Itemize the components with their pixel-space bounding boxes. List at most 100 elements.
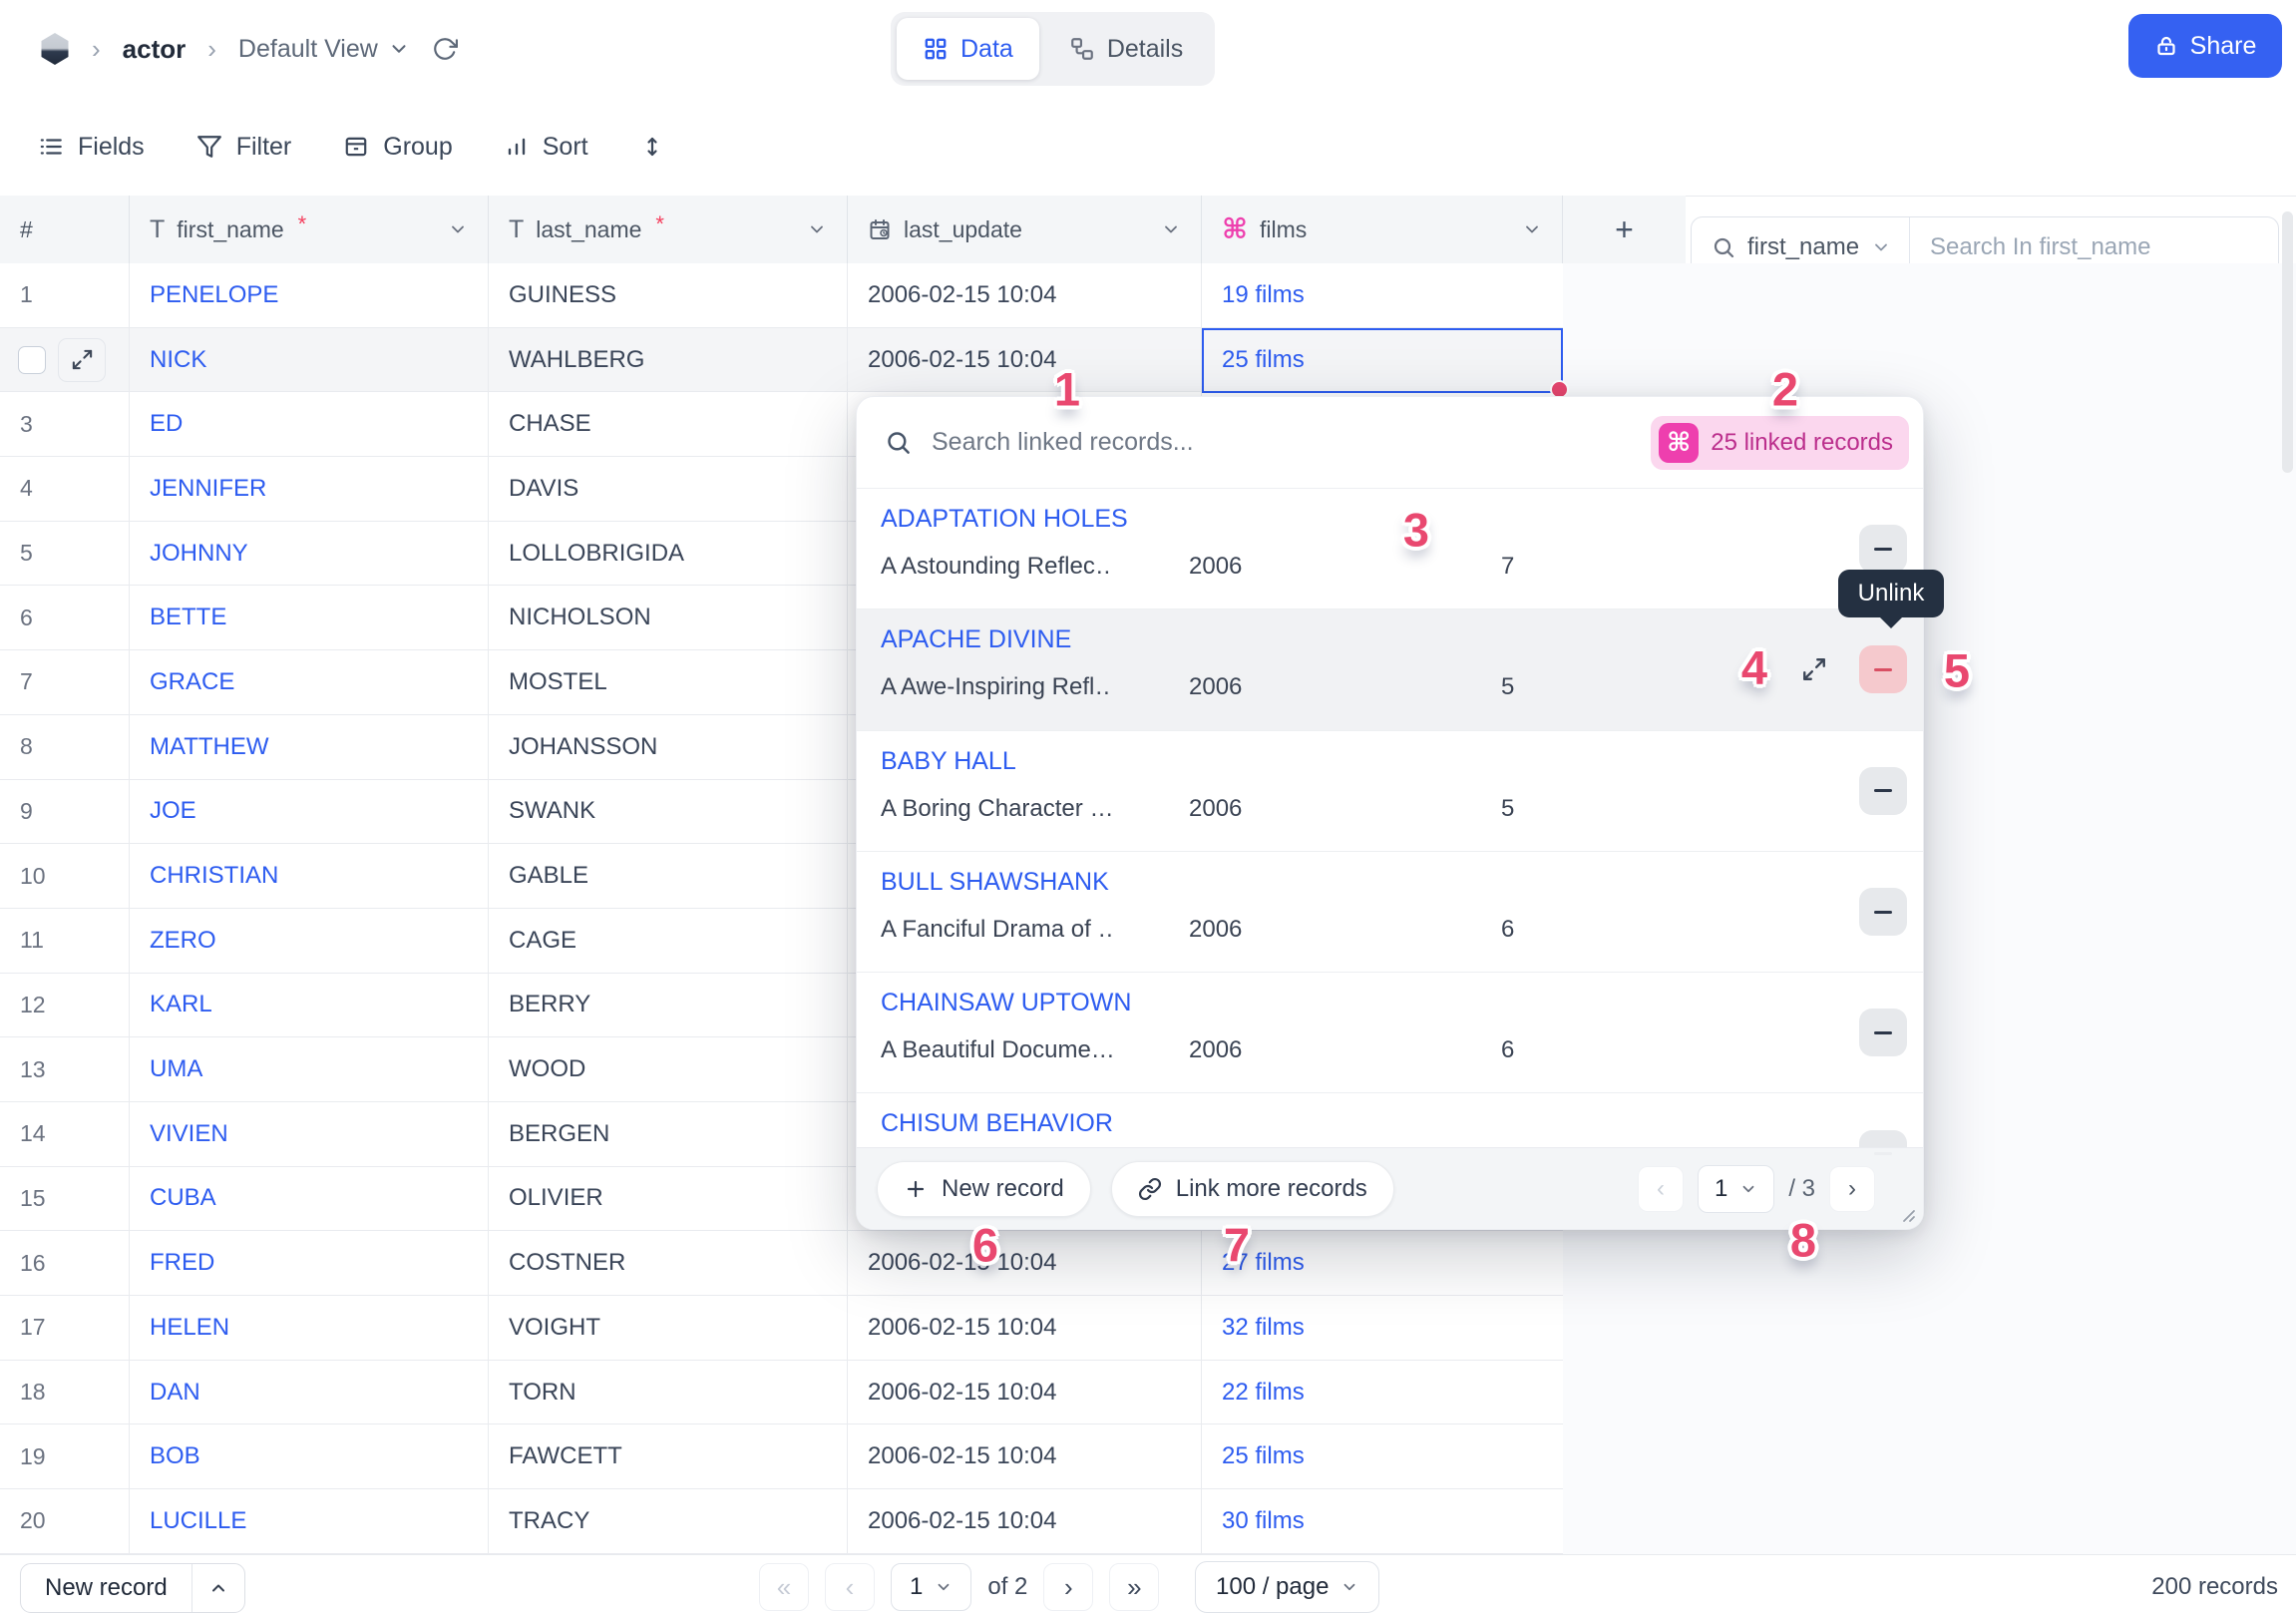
first-page-button[interactable]: « [759,1563,809,1611]
row-number-cell[interactable]: 7 [0,650,130,714]
first-name-cell[interactable]: BETTE [130,586,489,650]
record-link[interactable]: VIVIEN [150,1119,228,1147]
row-checkbox[interactable] [18,345,46,374]
last-name-cell[interactable]: LOLLOBRIGIDA [489,521,848,586]
record-link[interactable]: PENELOPE [150,280,279,308]
record-link[interactable]: GRACE [150,667,235,695]
last-name-cell[interactable]: MOSTEL [489,650,848,714]
next-page-button[interactable]: › [1043,1563,1094,1611]
films-cell[interactable]: 25 films [1202,1424,1563,1488]
last-update-cell[interactable]: 2006-02-15 10:04 [848,327,1202,392]
page-size-select[interactable]: 100 / page [1195,1561,1380,1613]
first-name-cell[interactable]: LUCILLE [130,1489,489,1553]
unlink-record-button[interactable] [1859,888,1907,937]
first-name-cell[interactable]: DAN [130,1360,489,1424]
link-more-records-button[interactable]: Link more records [1110,1160,1394,1217]
row-expand-button[interactable] [58,337,106,382]
films-link[interactable]: 19 films [1222,280,1305,308]
row-number-cell[interactable]: 14 [0,1101,130,1166]
linked-record-title[interactable]: APACHE DIVINE [881,625,1072,654]
share-button[interactable]: Share [2128,14,2282,78]
films-cell[interactable]: 19 films [1202,263,1563,327]
last-name-cell[interactable]: VOIGHT [489,1296,848,1360]
new-record-button[interactable]: New record [45,1574,168,1601]
first-name-cell[interactable]: FRED [130,1231,489,1295]
linked-record-title[interactable]: ADAPTATION HOLES [881,505,1128,533]
films-link[interactable]: 22 films [1222,1378,1305,1406]
linked-record-title[interactable]: BULL SHAWSHANK [881,867,1109,896]
row-number-cell[interactable]: 19 [0,1424,130,1489]
row-number-cell[interactable]: 9 [0,779,130,844]
first-name-cell[interactable]: UMA [130,1037,489,1101]
record-link[interactable]: BOB [150,1442,200,1470]
first-name-cell[interactable]: CHRISTIAN [130,844,489,908]
linked-record-row[interactable]: APACHE DIVINE A Awe-Inspiring Refl… 2006 5 [857,609,1923,731]
row-number-cell[interactable]: 15 [0,1166,130,1231]
workspace-logo-icon[interactable] [41,33,69,65]
column-header-first-name[interactable]: T first_name * [130,196,489,263]
row-number-cell[interactable]: 20 [0,1489,130,1553]
breadcrumb-view[interactable]: Default View [238,35,410,64]
first-name-cell[interactable]: JENNIFER [130,457,489,521]
linked-record-row[interactable]: BULL SHAWSHANK A Fanciful Drama of … 2006 6 [857,851,1923,974]
row-number-cell[interactable]: 10 [0,844,130,908]
record-link[interactable]: JOE [150,797,196,825]
record-link[interactable]: JOHNNY [150,539,248,567]
popup-page-select[interactable]: 1 [1697,1164,1775,1213]
new-record-menu-button[interactable] [192,1564,244,1612]
popup-next-page-button[interactable]: › [1829,1165,1875,1212]
record-link[interactable]: FRED [150,1249,215,1277]
linked-record-row[interactable]: ADAPTATION HOLES A Astounding Reflec… 2006… [857,489,1923,610]
unlink-record-button[interactable] [1859,645,1907,694]
films-link[interactable]: 27 films [1222,1249,1305,1277]
linked-record-row[interactable]: CHAINSAW UPTOWN A Beautiful Docume… 2006 6 [857,973,1923,1094]
last-update-cell[interactable]: 2006-02-15 10:04 [848,1424,1202,1489]
last-name-cell[interactable]: TORN [489,1360,848,1424]
films-cell[interactable]: 32 films [1202,1296,1563,1360]
last-name-cell[interactable]: OLIVIER [489,1166,848,1231]
row-number-cell[interactable]: 6 [0,586,130,650]
films-cell[interactable]: 30 films [1202,1489,1563,1553]
last-name-cell[interactable]: FAWCETT [489,1424,848,1489]
row-number-cell[interactable]: 18 [0,1360,130,1424]
row-number-cell[interactable]: 4 [0,457,130,521]
row-number-cell[interactable]: 11 [0,908,130,973]
popup-search-input[interactable] [930,427,1634,458]
first-name-cell[interactable]: GRACE [130,650,489,714]
search-field-selector[interactable]: first_name [1692,217,1909,277]
last-name-cell[interactable]: NICHOLSON [489,586,848,650]
first-name-cell[interactable]: JOHNNY [130,521,489,586]
resize-handle[interactable] [1898,1205,1916,1223]
last-name-cell[interactable]: SWANK [489,779,848,844]
record-link[interactable]: DAN [150,1378,200,1406]
last-update-cell[interactable]: 2006-02-15 10:04 [848,1296,1202,1360]
popup-new-record-button[interactable]: New record [877,1160,1091,1217]
tab-data[interactable]: Data [897,18,1039,80]
tab-details[interactable]: Details [1043,18,1209,80]
last-name-cell[interactable]: COSTNER [489,1231,848,1295]
row-number-cell[interactable]: 3 [0,392,130,457]
fields-button[interactable]: Fields [38,133,145,162]
row-number-cell[interactable]: 5 [0,521,130,586]
last-name-cell[interactable]: BERGEN [489,1101,848,1166]
first-name-cell[interactable]: PENELOPE [130,263,489,327]
record-link[interactable]: ZERO [150,926,216,954]
vertical-scrollbar-thumb[interactable] [2282,211,2293,473]
row-number-cell[interactable]: 16 [0,1231,130,1295]
row-number-cell[interactable]: 8 [0,714,130,779]
prev-page-button[interactable]: ‹ [825,1563,875,1611]
last-update-cell[interactable]: 2006-02-15 10:04 [848,1360,1202,1424]
unlink-record-button[interactable] [1859,766,1907,815]
record-link[interactable]: KARL [150,991,212,1018]
row-height-button[interactable] [640,135,664,159]
last-name-cell[interactable]: WAHLBERG [489,327,848,392]
last-name-cell[interactable]: WOOD [489,1037,848,1101]
last-name-cell[interactable]: CHASE [489,392,848,457]
record-link[interactable]: HELEN [150,1313,230,1341]
row-number-cell[interactable]: 12 [0,973,130,1037]
sort-button[interactable]: Sort [505,133,588,162]
last-name-cell[interactable]: JOHANSSON [489,714,848,779]
films-link[interactable]: 30 films [1222,1506,1305,1534]
first-name-cell[interactable]: KARL [130,973,489,1037]
record-link[interactable]: BETTE [150,604,227,631]
